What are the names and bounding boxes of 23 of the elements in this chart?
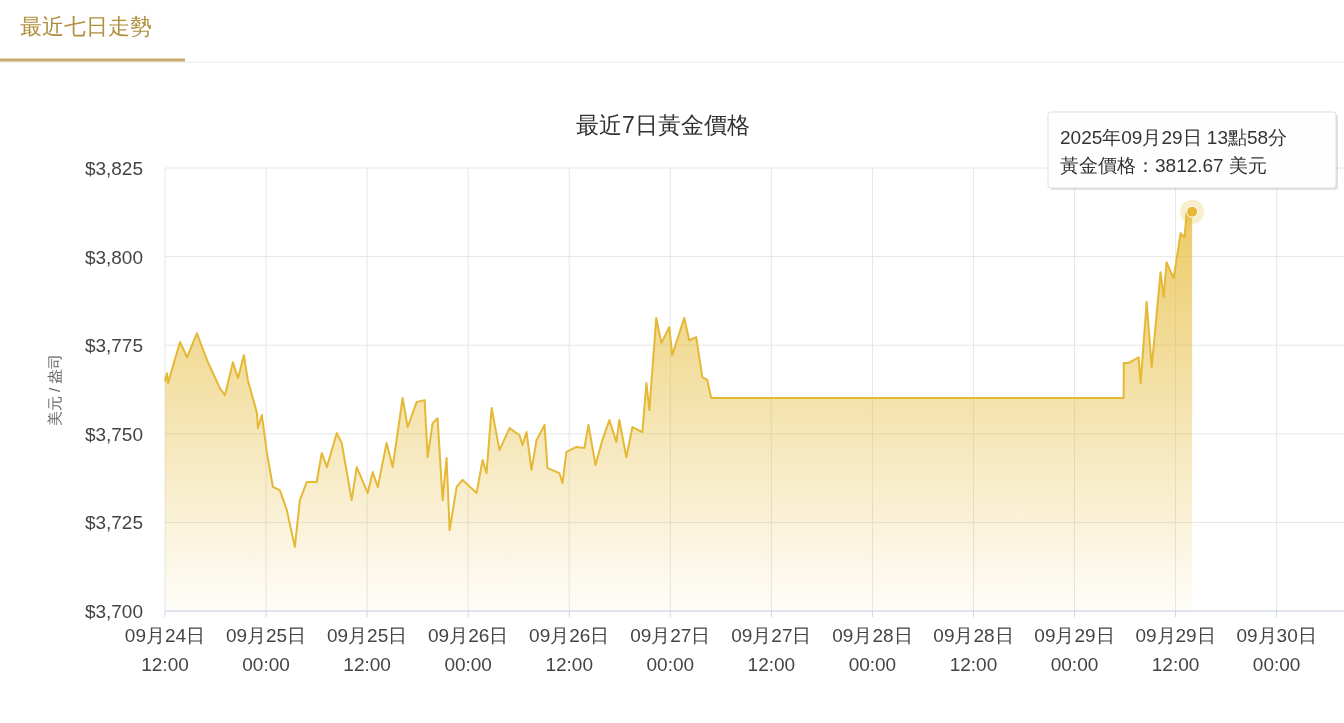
x-tick-label: 09月28日 12:00 bbox=[933, 625, 1014, 675]
x-tick-label: 09月25日 00:00 bbox=[225, 625, 307, 675]
y-tick-label: $3,700 bbox=[84, 601, 143, 622]
y-tick-label: $3,825 bbox=[84, 158, 143, 179]
x-tick-label: 09月27日 00:00 bbox=[630, 625, 711, 675]
x-tick-label: 09月29日 00:00 bbox=[1034, 625, 1115, 675]
y-axis-title: 美元 / 盎司 bbox=[46, 353, 63, 427]
x-tick-label: 09月27日 12:00 bbox=[731, 625, 812, 675]
y-tick-label: $3,750 bbox=[84, 423, 143, 445]
x-tick-label: 09月28日 00:00 bbox=[832, 625, 913, 675]
x-tick-label: 09月24日 12:00 bbox=[124, 625, 206, 675]
x-tick-label: 09月29日 12:00 bbox=[1135, 625, 1216, 675]
text: 2025年09月29日 13點58分 bbox=[1060, 127, 1288, 148]
y-tick-label: $3,775 bbox=[84, 335, 143, 357]
chart-title: 最近7日黃金價格 bbox=[576, 112, 750, 138]
x-tick-label: 09月26日 12:00 bbox=[529, 625, 610, 675]
x-tick-label: 09月26日 00:00 bbox=[428, 625, 509, 675]
y-tick-label: $3,800 bbox=[84, 246, 143, 268]
annotation: 黃金價格：3812.67 美元 bbox=[1060, 155, 1267, 176]
x-tick-label: 09月30日 00:00 bbox=[1236, 625, 1317, 675]
y-tick-label: $3,725 bbox=[84, 512, 143, 534]
x-tick-label: 09月25日 12:00 bbox=[326, 625, 408, 675]
text: 最近七日走勢 bbox=[20, 14, 152, 39]
